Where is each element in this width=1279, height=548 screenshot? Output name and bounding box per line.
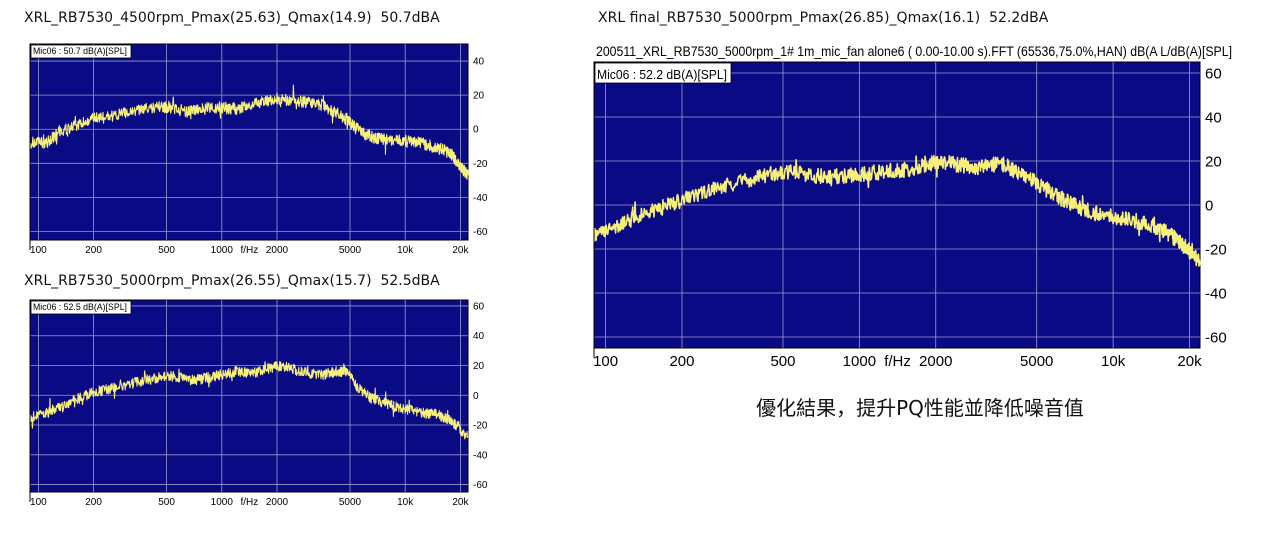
- chart-3-svg: 200511_XRL_RB7530_5000rpm_1# 1m_mic_fan …: [593, 43, 1232, 370]
- y-tick-label: -40: [1205, 285, 1227, 302]
- x-tick-label: 500: [158, 497, 175, 508]
- y-tick-label: 40: [1205, 109, 1222, 126]
- result-note: 優化結果，提升PQ性能並降低噪音值: [756, 396, 1084, 420]
- y-tick-label: 60: [473, 301, 485, 312]
- y-tick-label: -60: [473, 480, 488, 491]
- x-tick-label: 2000: [266, 245, 289, 256]
- measurement-label-box: [594, 62, 732, 84]
- x-tick-label: 10k: [397, 497, 414, 508]
- measurement-label: Mic06 : 50.7 dB(A)[SPL]: [33, 46, 127, 56]
- x-tick-label: 1000: [211, 497, 234, 508]
- measurement-label-box: [30, 300, 132, 315]
- x-tick-label: 500: [770, 353, 795, 370]
- y-tick-label: 0: [473, 125, 479, 136]
- x-tick-label: 200: [669, 353, 694, 370]
- x-tick-label: 2000: [919, 353, 952, 370]
- chart-1-svg: Mic06 : 50.7 dB(A)[SPL] -60 -40 -20 0 20 40 100…: [29, 43, 488, 256]
- chart-2-caption: XRL_RB7530_5000rpm_Pmax(26.55)_Qmax(15.7…: [24, 273, 440, 289]
- x-tick-label: 10k: [1101, 353, 1126, 370]
- x-unit-label: f/Hz: [241, 497, 259, 508]
- y-tick-label: 20: [1205, 153, 1222, 170]
- measurement-label: Mic06 : 52.5 dB(A)[SPL]: [33, 302, 127, 312]
- y-tick-label: 40: [473, 331, 485, 342]
- x-tick-label: 20k: [1177, 353, 1202, 370]
- measurement-label-box: [30, 44, 132, 59]
- plot-area: [29, 299, 469, 493]
- x-tick-label: 200: [85, 245, 102, 256]
- x-tick-label: 10k: [397, 245, 414, 256]
- y-tick-label: 40: [473, 57, 485, 68]
- chart-3-caption: XRL final_RB7530_5000rpm_Pmax(26.85)_Qma…: [598, 10, 1049, 26]
- y-tick-label: 0: [473, 391, 479, 402]
- y-tick-label: -20: [473, 159, 488, 170]
- y-tick-label: -40: [473, 450, 488, 461]
- spectrum-series-line: [593, 154, 1201, 267]
- chart-3: 200511_XRL_RB7530_5000rpm_1# 1m_mic_fan …: [590, 38, 1246, 372]
- x-tick-label: 200: [85, 497, 102, 508]
- x-tick-label: 2000: [266, 497, 289, 508]
- y-tick-label: -20: [473, 421, 488, 432]
- x-unit-label: f/Hz: [884, 353, 911, 370]
- x-tick-label: 20k: [452, 245, 469, 256]
- y-tick-label: -60: [473, 227, 488, 238]
- chart-1-caption: XRL_RB7530_4500rpm_Pmax(25.63)_Qmax(14.9…: [24, 10, 440, 26]
- x-tick-label: 100: [30, 245, 47, 256]
- y-tick-label: 60: [1205, 65, 1222, 82]
- spectrum-series-line: [29, 84, 469, 180]
- x-tick-label: 20k: [452, 497, 469, 508]
- x-tick-label: 500: [158, 245, 175, 256]
- chart-2: Mic06 : 52.5 dB(A)[SPL] -60 -40 -20 0 20 40 60 1…: [26, 296, 496, 514]
- x-tick-label: 100: [30, 497, 47, 508]
- y-tick-label: 0: [1205, 197, 1213, 214]
- x-tick-label: 100: [593, 353, 618, 370]
- x-tick-label: 5000: [339, 497, 362, 508]
- x-unit-label: f/Hz: [241, 245, 259, 256]
- x-tick-label: 1000: [843, 353, 876, 370]
- measurement-label: Mic06 : 52.2 dB(A)[SPL]: [597, 67, 727, 82]
- y-tick-label: 20: [473, 91, 485, 102]
- spectrum-series-line: [29, 361, 469, 440]
- x-tick-label: 5000: [1020, 353, 1053, 370]
- y-tick-label: -20: [1205, 241, 1227, 258]
- plot-area: [29, 43, 469, 241]
- y-tick-label: 20: [473, 361, 485, 372]
- chart-1: Mic06 : 50.7 dB(A)[SPL] -60 -40 -20 0 20 40 100…: [26, 40, 496, 260]
- y-tick-label: -40: [473, 193, 488, 204]
- x-tick-label: 1000: [211, 245, 234, 256]
- x-tick-label: 5000: [339, 245, 362, 256]
- chart-header: 200511_XRL_RB7530_5000rpm_1# 1m_mic_fan …: [596, 43, 1232, 59]
- chart-2-svg: Mic06 : 52.5 dB(A)[SPL] -60 -40 -20 0 20 40 60 1…: [29, 299, 488, 508]
- y-tick-label: -60: [1205, 329, 1227, 346]
